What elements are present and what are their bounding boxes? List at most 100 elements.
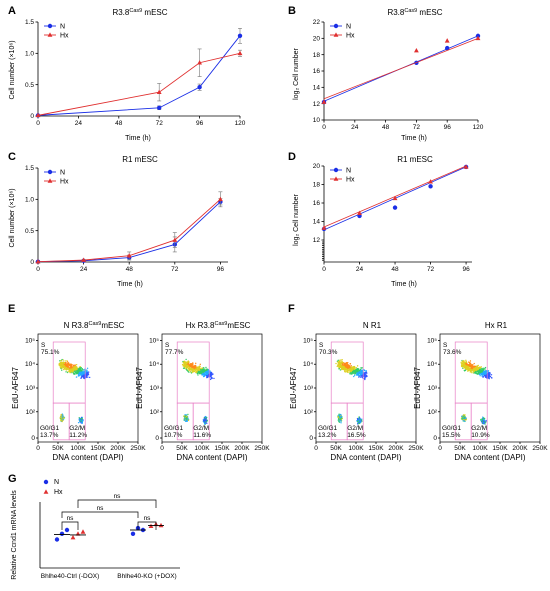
flow-ylabel: EdU-AF647	[289, 367, 298, 409]
flow-event	[62, 414, 64, 416]
flow-event	[63, 363, 66, 366]
flow-event	[185, 362, 187, 364]
flow-plot-title: N R1	[363, 321, 382, 330]
flow-event	[81, 376, 83, 378]
legend-marker	[47, 169, 53, 175]
flow-event	[489, 372, 491, 375]
flow-x-tick-label: 50K	[454, 445, 466, 452]
flow-event	[75, 371, 77, 374]
flow-event	[183, 360, 185, 363]
data-point-Hx	[321, 99, 327, 104]
flow-event	[67, 367, 70, 370]
flow-event	[181, 363, 184, 366]
flow-event	[86, 367, 89, 369]
flow-event	[76, 368, 78, 370]
flow-event	[186, 370, 189, 372]
category-label: Bhlhe40-KO (+DOX)	[117, 573, 176, 580]
flow-event	[198, 366, 201, 369]
flow-event	[204, 369, 207, 372]
flow-event	[463, 369, 466, 372]
panel-b-ylabel: log₂ Cell number	[293, 47, 300, 99]
flow-event	[463, 416, 466, 419]
flow-event	[65, 367, 67, 369]
flow-event	[63, 361, 66, 364]
flow-event	[184, 415, 186, 418]
flow-event	[77, 421, 80, 424]
panel-letter-b: B	[288, 5, 296, 17]
flow-event	[185, 415, 188, 418]
significance-bracket	[137, 521, 157, 530]
flow-event	[489, 375, 492, 378]
flow-y-tick-label: 10³	[26, 385, 36, 392]
y-tick-label: 16	[313, 200, 321, 207]
flow-event	[185, 368, 187, 370]
flow-event	[466, 363, 468, 365]
flow-event	[197, 367, 200, 370]
flow-event	[481, 369, 483, 371]
flow-density	[335, 359, 368, 425]
flow-event	[483, 375, 486, 377]
flow-event	[190, 369, 192, 371]
flow-event	[356, 365, 359, 367]
flow-event	[482, 420, 485, 423]
flow-event	[80, 371, 83, 373]
legend-label: N	[60, 24, 65, 31]
flow-event	[75, 372, 78, 375]
gate-s-pct: 70.3%	[319, 349, 338, 356]
legend-label: Hx	[54, 489, 63, 496]
flow-event	[187, 413, 189, 416]
panel-d-title: R1 mESC	[397, 155, 433, 164]
flow-event	[358, 374, 360, 377]
x-tick-label: 96	[444, 124, 452, 131]
flow-event	[205, 368, 207, 370]
gate-g0-label: G0/G1	[442, 425, 462, 432]
significance-bracket	[77, 499, 157, 508]
flow-event	[350, 364, 352, 367]
flow-event	[80, 368, 82, 370]
flow-event	[345, 365, 347, 367]
flow-event	[201, 374, 203, 376]
flow-event	[194, 369, 196, 371]
data-point-N	[197, 84, 202, 90]
data-point-N	[54, 537, 60, 542]
flow-event	[75, 363, 78, 366]
flow-event	[207, 375, 209, 377]
flow-event	[73, 373, 76, 375]
significance-label: ns	[144, 515, 152, 522]
data-point-N	[237, 33, 243, 38]
flow-y-tick-label: 10⁵	[303, 337, 313, 344]
flow-event	[339, 359, 341, 361]
flow-event	[78, 375, 81, 377]
flow-event	[337, 359, 339, 362]
data-point-Hx	[35, 259, 41, 264]
flow-event	[473, 369, 476, 371]
gate-g0-label: G0/G1	[164, 425, 184, 432]
flow-event	[184, 420, 187, 423]
gate-s-pct: 73.6%	[443, 349, 462, 356]
flow-event	[338, 413, 340, 415]
panel-d-xlabel: Time (h)	[391, 281, 417, 288]
flow-event	[192, 367, 195, 369]
data-point-Hx	[81, 257, 86, 262]
y-tick-label: 12	[313, 101, 321, 108]
flow-event	[205, 375, 208, 377]
flow-x-tick-label: 0	[438, 445, 442, 452]
flow-event	[87, 376, 89, 378]
y-tick-label: 1.5	[25, 165, 34, 172]
flow-event	[471, 365, 474, 367]
data-point-Hx	[156, 89, 162, 94]
flow-event	[78, 417, 80, 419]
significance-bracket	[61, 511, 139, 518]
flow-event	[487, 371, 489, 373]
flow-event	[476, 369, 478, 371]
flow-x-tick-label: 250K	[130, 445, 146, 452]
flow-event	[83, 371, 85, 373]
flow-event	[463, 360, 465, 362]
flow-event	[474, 371, 477, 374]
flow-event	[481, 373, 483, 375]
panel-b-title-sup: Cas9	[404, 8, 417, 14]
flow-event	[191, 371, 193, 374]
flow-y-tick-label: 10³	[428, 385, 438, 392]
gate-g2-pct: 11.2%	[69, 432, 87, 439]
